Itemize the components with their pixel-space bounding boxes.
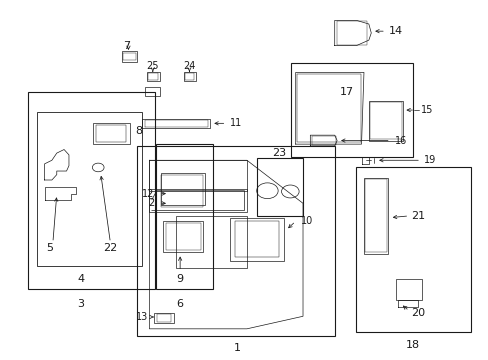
Bar xyxy=(144,87,159,96)
Text: 5: 5 xyxy=(46,243,53,253)
Text: 25: 25 xyxy=(146,61,159,71)
Text: 9: 9 xyxy=(176,274,183,284)
Text: 14: 14 xyxy=(387,26,402,36)
Text: 11: 11 xyxy=(229,118,242,128)
Text: 4: 4 xyxy=(78,274,84,284)
Text: 6: 6 xyxy=(176,299,183,309)
Text: 13: 13 xyxy=(136,312,148,322)
Bar xyxy=(137,146,334,336)
Text: 3: 3 xyxy=(78,299,84,309)
Bar xyxy=(183,72,195,81)
Bar xyxy=(163,221,203,252)
Text: 17: 17 xyxy=(339,87,353,97)
Bar xyxy=(37,112,142,266)
Bar xyxy=(369,102,401,139)
Bar xyxy=(122,53,136,60)
Bar xyxy=(93,123,130,144)
Text: 20: 20 xyxy=(410,308,425,318)
Text: 21: 21 xyxy=(410,211,425,221)
Bar xyxy=(157,315,171,321)
Text: 12: 12 xyxy=(142,189,154,199)
Text: 24: 24 xyxy=(183,61,195,71)
Bar xyxy=(160,175,203,207)
Bar xyxy=(149,189,246,212)
Text: 23: 23 xyxy=(272,148,286,158)
Text: 10: 10 xyxy=(300,216,312,226)
Bar xyxy=(28,92,155,289)
Text: 8: 8 xyxy=(135,126,142,136)
Bar xyxy=(160,173,205,205)
Bar xyxy=(234,221,278,257)
Bar xyxy=(365,179,386,252)
Text: 15: 15 xyxy=(420,105,432,115)
Bar xyxy=(176,216,246,268)
Bar xyxy=(148,73,158,80)
Bar xyxy=(290,63,412,157)
Text: 2: 2 xyxy=(148,198,154,208)
Bar xyxy=(395,279,422,300)
Bar xyxy=(297,74,360,142)
Bar xyxy=(336,22,366,45)
Bar xyxy=(311,136,335,145)
Text: 19: 19 xyxy=(423,155,435,165)
Bar xyxy=(256,158,303,216)
Bar xyxy=(368,101,402,140)
Bar xyxy=(149,160,246,191)
Bar xyxy=(147,72,159,81)
Bar xyxy=(96,125,126,142)
Text: 7: 7 xyxy=(122,41,130,50)
Text: 22: 22 xyxy=(103,243,117,253)
Bar xyxy=(156,144,212,289)
Bar xyxy=(355,167,470,332)
Text: 18: 18 xyxy=(405,340,419,350)
Bar xyxy=(229,218,283,261)
Bar xyxy=(154,313,173,323)
Text: 1: 1 xyxy=(233,343,240,353)
Bar xyxy=(165,223,200,249)
Bar xyxy=(184,73,194,80)
Bar xyxy=(122,51,137,62)
Bar xyxy=(363,178,387,253)
Text: 16: 16 xyxy=(394,136,406,145)
